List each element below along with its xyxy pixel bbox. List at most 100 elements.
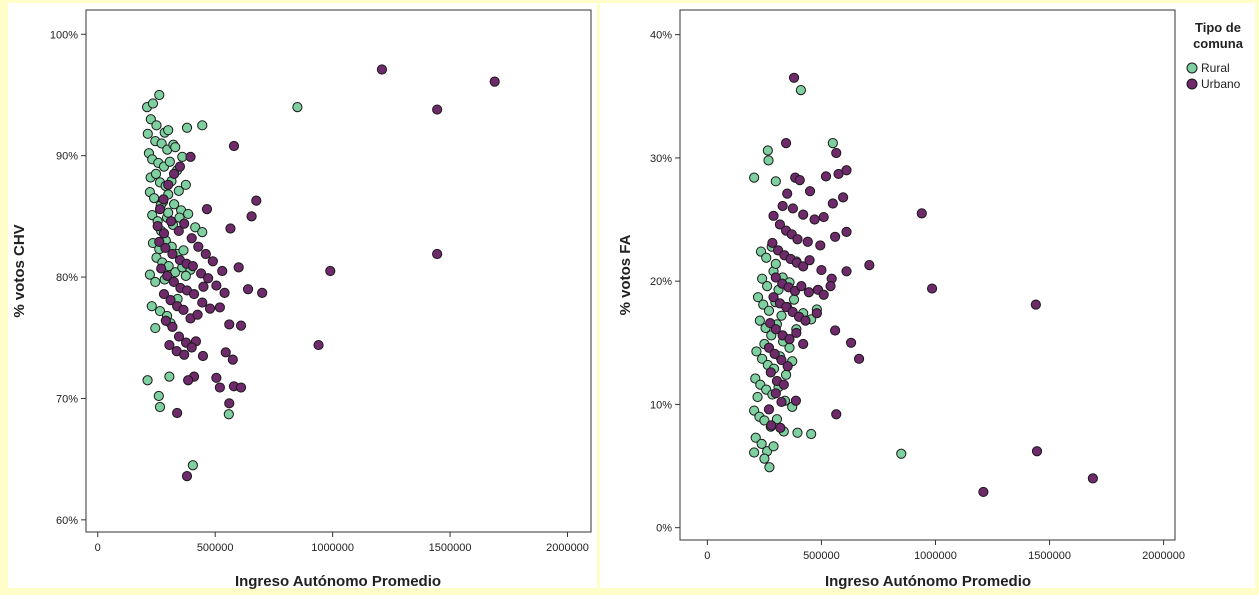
data-point-urbano bbox=[224, 319, 235, 330]
data-point-urbano bbox=[228, 140, 240, 152]
data-point-urbano bbox=[188, 288, 200, 300]
data-point-urbano bbox=[220, 347, 231, 358]
data-point-urbano bbox=[818, 211, 829, 223]
y-tick-label: 60% bbox=[56, 515, 78, 527]
data-point-rural bbox=[757, 353, 768, 364]
data-point-urbano bbox=[376, 64, 388, 75]
data-point-rural bbox=[197, 120, 208, 131]
legend-title: comuna bbox=[1193, 36, 1244, 51]
data-point-urbano bbox=[156, 263, 167, 274]
data-point-rural bbox=[759, 415, 770, 426]
data-point-urbano bbox=[200, 248, 211, 260]
data-point-rural bbox=[768, 441, 779, 452]
data-point-rural bbox=[770, 258, 781, 270]
data-point-urbano bbox=[192, 309, 203, 320]
axis-ticks: 60% 70% 80% 90% 100% 0 500000 1000000 1500000 200… bbox=[50, 29, 589, 554]
data-point-urbano bbox=[207, 256, 218, 267]
data-point-urbano bbox=[774, 219, 786, 230]
data-point-rural bbox=[144, 269, 155, 280]
data-point-urbano bbox=[164, 339, 175, 351]
data-point-urbano bbox=[798, 209, 809, 220]
data-point-rural bbox=[170, 142, 181, 153]
data-point-urbano bbox=[165, 295, 176, 306]
data-point-rural bbox=[150, 168, 162, 179]
data-point-urbano bbox=[325, 265, 336, 277]
data-point-urbano bbox=[217, 265, 228, 277]
data-point-urbano bbox=[214, 302, 225, 313]
x-axis-title: Ingreso Autónomo Promedio bbox=[825, 573, 1031, 590]
data-point-rural bbox=[751, 346, 762, 357]
data-point-urbano bbox=[841, 165, 852, 176]
x-tick-label: 0 bbox=[704, 550, 710, 562]
data-point-rural bbox=[770, 176, 781, 187]
data-point-rural bbox=[764, 462, 775, 473]
data-point-rural bbox=[780, 369, 792, 380]
data-point-rural bbox=[754, 315, 765, 326]
data-point-rural bbox=[788, 294, 800, 305]
data-point-urbano bbox=[827, 198, 838, 209]
data-point-urbano bbox=[197, 297, 208, 308]
data-point-urbano bbox=[763, 404, 775, 415]
data-point-urbano bbox=[158, 288, 170, 300]
data-point-urbano bbox=[777, 200, 788, 212]
data-point-urbano bbox=[864, 260, 875, 271]
data-point-urbano bbox=[204, 303, 216, 314]
x-axis-title: Ingreso Autónomo Promedio bbox=[235, 573, 441, 590]
data-point-urbano bbox=[195, 268, 207, 279]
data-point-rural bbox=[154, 305, 166, 317]
data-point-urbano bbox=[167, 248, 178, 260]
data-point-urbano bbox=[804, 186, 816, 197]
data-point-urbano bbox=[211, 372, 222, 383]
data-point-urbano bbox=[776, 354, 787, 366]
data-point-urbano bbox=[770, 388, 781, 399]
data-point-urbano bbox=[782, 361, 793, 372]
data-point-urbano bbox=[830, 231, 841, 242]
data-point-urbano bbox=[198, 281, 209, 292]
data-point-urbano bbox=[179, 218, 190, 229]
data-point-urbano bbox=[788, 72, 800, 83]
data-point-urbano bbox=[162, 270, 173, 281]
data-point-rural bbox=[292, 102, 303, 113]
data-point-urbano bbox=[926, 283, 938, 294]
data-point-urbano bbox=[227, 354, 238, 365]
data-point-rural bbox=[827, 138, 838, 149]
data-point-urbano bbox=[251, 195, 262, 206]
data-point-urbano bbox=[765, 367, 776, 378]
chart-fa: 0% 10% 20% 30% 40% 0 500000 1000000 1500000 20000… bbox=[617, 9, 1185, 590]
data-point-urbano bbox=[158, 194, 169, 205]
data-point-rural bbox=[795, 85, 806, 96]
data-point-rural bbox=[150, 276, 161, 288]
data-point-rural bbox=[180, 270, 191, 281]
data-point-urbano bbox=[179, 349, 190, 360]
data-point-rural bbox=[164, 156, 175, 167]
data-point-rural bbox=[142, 128, 153, 139]
data-point-rural bbox=[153, 390, 164, 402]
y-axis-title: % votos FA bbox=[617, 234, 634, 315]
data-point-rural bbox=[168, 199, 180, 210]
data-point-rural bbox=[762, 280, 773, 292]
x-tick-label: 2000000 bbox=[1142, 550, 1185, 562]
data-point-urbano bbox=[185, 151, 196, 162]
data-point-urbano bbox=[154, 236, 165, 247]
data-point-rural bbox=[752, 391, 763, 403]
data-point-urbano bbox=[186, 342, 197, 353]
data-point-urbano bbox=[815, 240, 826, 251]
data-point-rural bbox=[154, 401, 166, 413]
data-point-urbano bbox=[770, 324, 781, 335]
legend-title: Tipo de bbox=[1195, 20, 1241, 35]
data-point-urbano bbox=[160, 242, 171, 254]
data-point-urbano bbox=[916, 208, 927, 219]
data-point-urbano bbox=[804, 255, 815, 266]
x-tick-label: 0 bbox=[95, 542, 101, 554]
data-point-urbano bbox=[1087, 473, 1098, 484]
data-point-urbano bbox=[831, 409, 842, 420]
data-point-rural bbox=[759, 453, 770, 464]
data-point-urbano bbox=[224, 398, 235, 409]
x-tick-label: 2000000 bbox=[546, 542, 589, 554]
x-tick-label: 1000000 bbox=[311, 542, 354, 554]
data-point-urbano bbox=[841, 226, 852, 237]
data-point-urbano bbox=[820, 171, 832, 182]
data-point-urbano bbox=[798, 338, 809, 350]
data-point-urbano bbox=[811, 308, 822, 319]
